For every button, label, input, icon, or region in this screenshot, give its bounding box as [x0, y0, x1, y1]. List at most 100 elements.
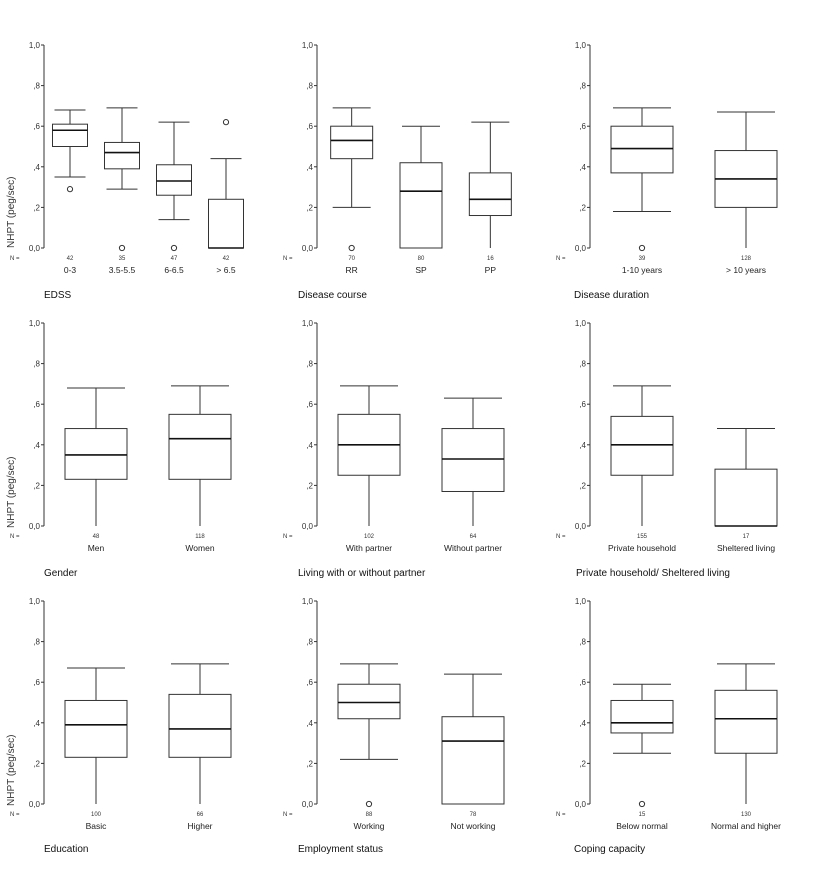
n-count-label: 48: [93, 534, 100, 540]
boxplot-employment: 0,0 ,2 ,4 ,6 ,8 1,0 N = 88 Working 78 Not working: [283, 597, 505, 831]
y-tick-label: ,2: [33, 203, 40, 212]
box: [208, 198, 244, 249]
y-tick-label: ,8: [306, 82, 313, 91]
outlier-point: [222, 119, 230, 126]
n-count-label: 80: [418, 256, 425, 262]
y-tick-label: ,4: [33, 719, 40, 728]
boxplot-disease-duration: 0,0 ,2 ,4 ,6 ,8 1,0 N = 39 1-10 years 128 > 10 yea…: [556, 41, 778, 275]
box: [714, 468, 778, 527]
boxplot-household: 0,0 ,2 ,4 ,6 ,8 1,0 N = 155 Private household 17 S…: [556, 319, 778, 553]
box: [168, 693, 232, 758]
n-count-label: 102: [364, 534, 375, 540]
n-count-label: 17: [743, 534, 750, 540]
n-count-label: 42: [223, 256, 230, 262]
box: [610, 125, 674, 174]
boxplot-disease-course: 0,0 ,2 ,4 ,6 ,8 1,0 N = 70 RR 80 SP 16 PP: [283, 41, 512, 275]
chart-title: Private household/ Sheltered living: [576, 568, 730, 579]
outlier-point: [66, 186, 74, 193]
n-count-label: 128: [741, 256, 752, 262]
box: [610, 699, 674, 734]
n-equals-label: N =: [556, 256, 566, 262]
y-tick-label: 1,0: [29, 41, 41, 50]
y-tick-label: ,8: [33, 82, 40, 91]
chart-title: Education: [44, 844, 89, 855]
x-category-label: Not working: [451, 821, 496, 831]
n-count-label: 16: [487, 256, 494, 262]
x-category-label: Normal and higher: [711, 821, 781, 831]
chart-panel-education: 0,0 ,2 ,4 ,6 ,8 1,0 N = 100 Basic 66 Higher Educat…: [0, 556, 273, 855]
box: [399, 162, 443, 249]
n-equals-label: N =: [10, 256, 20, 262]
chart-panel-living-partner: 0,0 ,2 ,4 ,6 ,8 1,0 N = 102 With partner 64 Withou…: [273, 278, 546, 579]
y-tick-label: ,2: [306, 203, 313, 212]
y-tick-label: 0,0: [29, 800, 41, 809]
x-category-label: Below normal: [616, 821, 668, 831]
n-count-label: 88: [366, 812, 373, 818]
boxplot-gender: 0,0 ,2 ,4 ,6 ,8 1,0 N = 48 Men 118 Women: [10, 319, 232, 553]
n-count-label: 155: [637, 534, 648, 540]
y-tick-label: ,2: [306, 481, 313, 490]
y-tick-label: ,4: [579, 719, 586, 728]
y-tick-label: 0,0: [575, 244, 587, 253]
y-tick-label: ,2: [33, 759, 40, 768]
boxplot-coping: 0,0 ,2 ,4 ,6 ,8 1,0 N = 15 Below normal 130 Normal…: [556, 597, 781, 831]
n-count-label: 35: [119, 256, 126, 262]
chart-title: Disease duration: [574, 290, 650, 301]
y-tick-label: ,6: [33, 400, 40, 409]
x-category-label: 6-6.5: [164, 265, 184, 275]
x-category-label: Private household: [608, 543, 676, 553]
y-tick-label: 0,0: [302, 800, 314, 809]
y-tick-label: ,4: [306, 441, 313, 450]
n-equals-label: N =: [283, 812, 293, 818]
chart-panel-coping: 0,0 ,2 ,4 ,6 ,8 1,0 N = 15 Below normal 130 Normal…: [546, 556, 819, 855]
outlier-point: [170, 244, 178, 252]
n-equals-label: N =: [10, 812, 20, 818]
outlier-point: [118, 244, 126, 252]
y-tick-label: ,6: [579, 122, 586, 131]
box: [441, 428, 505, 492]
x-category-label: PP: [485, 265, 497, 275]
x-category-label: 1-10 years: [622, 265, 662, 275]
y-tick-label: ,6: [33, 122, 40, 131]
chart-panel-edss: 0,0 ,2 ,4 ,6 ,8 1,0 N = 42 0-3 35 3.5-5.5 47 6-6.5 42…: [0, 0, 273, 301]
x-category-label: Men: [88, 543, 105, 553]
n-equals-label: N =: [556, 812, 566, 818]
y-tick-label: ,6: [306, 122, 313, 131]
box: [441, 716, 505, 805]
boxplot-education: 0,0 ,2 ,4 ,6 ,8 1,0 N = 100 Basic 66 Higher: [10, 597, 232, 831]
x-category-label: RR: [346, 265, 358, 275]
y-axis-label: NHPT (peg/sec): [6, 734, 17, 806]
chart-title: Employment status: [298, 844, 384, 855]
y-tick-label: ,2: [579, 759, 586, 768]
outlier-point: [348, 244, 355, 252]
n-count-label: 64: [470, 534, 477, 540]
x-category-label: Sheltered living: [717, 543, 775, 553]
n-equals-label: N =: [10, 534, 20, 540]
outlier-point: [638, 800, 646, 808]
y-tick-label: ,8: [306, 360, 313, 369]
y-tick-label: 1,0: [575, 41, 587, 50]
n-count-label: 118: [195, 534, 205, 540]
box: [337, 683, 401, 720]
y-tick-label: 0,0: [302, 522, 314, 531]
chart-title: Coping capacity: [574, 844, 646, 855]
n-count-label: 70: [348, 256, 355, 262]
chart-panel-disease-course: 0,0 ,2 ,4 ,6 ,8 1,0 N = 70 RR 80 SP 16 PP Disease co…: [273, 0, 546, 301]
y-tick-label: 0,0: [29, 244, 41, 253]
n-equals-label: N =: [556, 534, 566, 540]
chart-title: EDSS: [44, 290, 72, 301]
chart-title: Disease course: [298, 290, 367, 301]
x-category-label: With partner: [346, 543, 392, 553]
y-tick-label: 1,0: [575, 319, 587, 328]
box: [64, 699, 128, 758]
y-tick-label: ,4: [306, 163, 313, 172]
y-tick-label: ,8: [579, 82, 586, 91]
y-tick-label: ,4: [33, 163, 40, 172]
n-count-label: 130: [741, 812, 752, 818]
y-tick-label: ,4: [579, 441, 586, 450]
chart-panel-household: 0,0 ,2 ,4 ,6 ,8 1,0 N = 155 Private household 17 S…: [546, 278, 819, 579]
boxplot-edss: 0,0 ,2 ,4 ,6 ,8 1,0 N = 42 0-3 35 3.5-5.5 47 6-6.5 42…: [10, 41, 244, 275]
y-tick-label: ,4: [306, 719, 313, 728]
y-axis-label: NHPT (peg/sec): [6, 176, 17, 248]
y-tick-label: ,8: [579, 360, 586, 369]
